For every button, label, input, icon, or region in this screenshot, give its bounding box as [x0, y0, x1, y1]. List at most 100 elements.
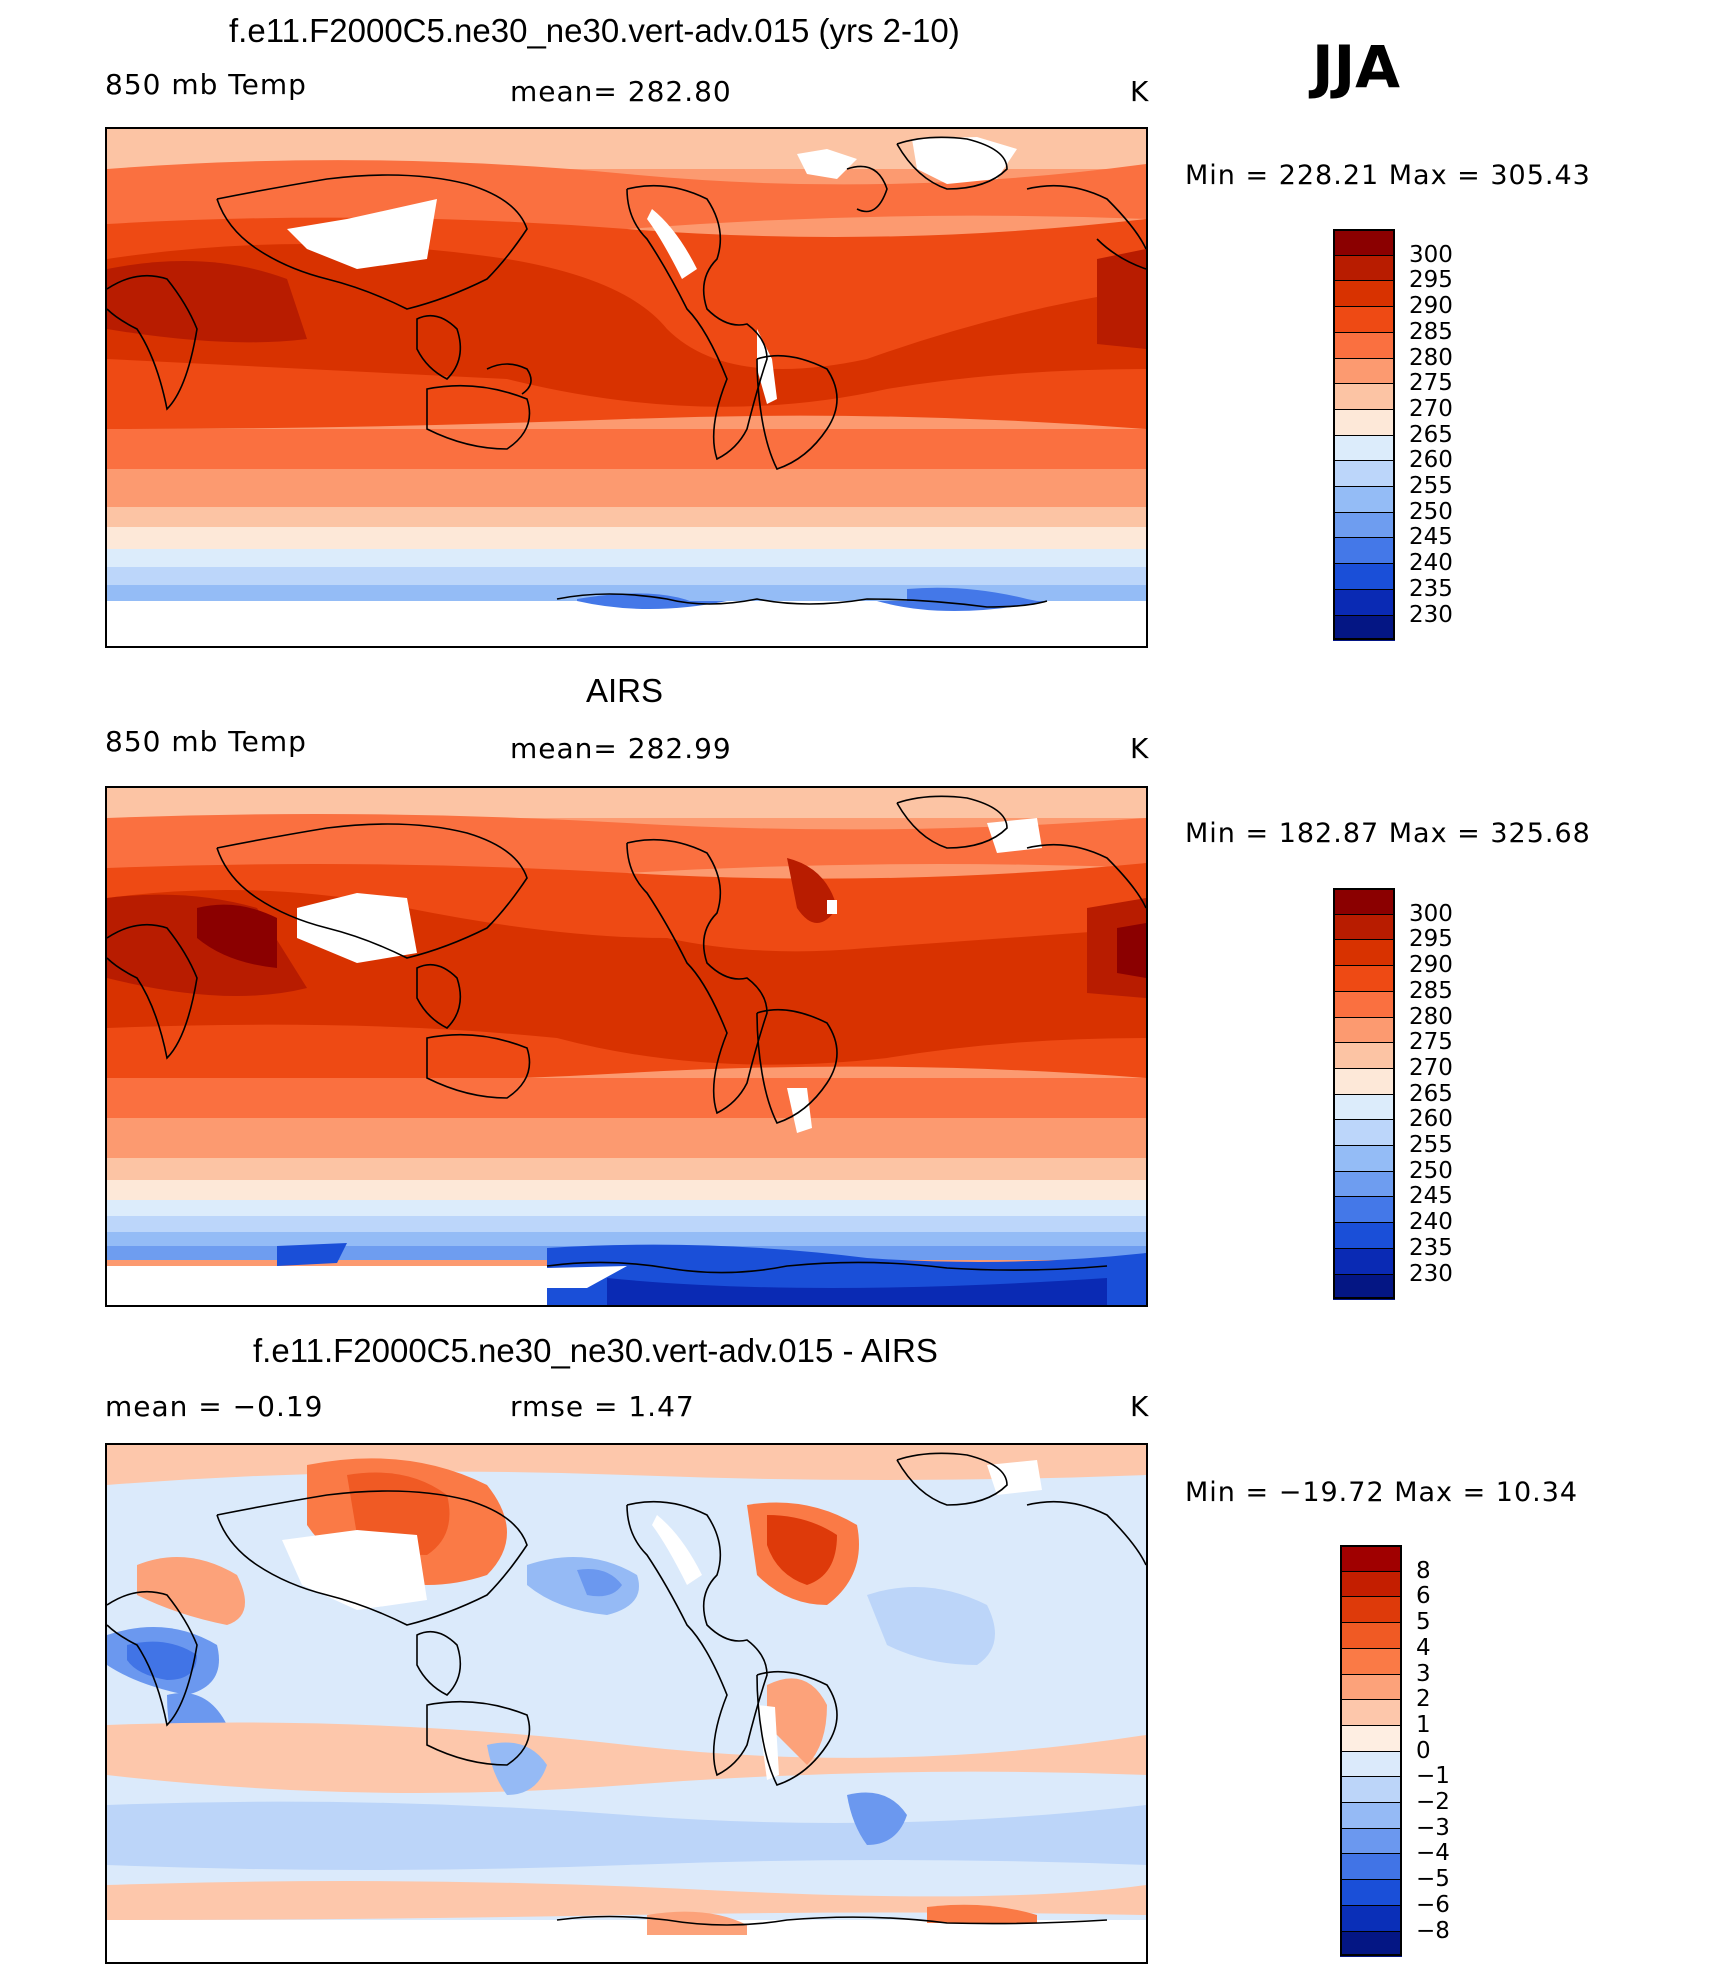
- colorbar-swatch: [1333, 1016, 1395, 1043]
- colorbar-swatch: [1333, 913, 1395, 940]
- panel2-map: [105, 786, 1148, 1307]
- colorbar-tick-label: 280: [1409, 344, 1453, 371]
- colorbar-swatch: [1333, 1145, 1395, 1172]
- colorbar-frame: [1333, 888, 1395, 1300]
- panel3-minmax: Min = −19.72 Max = 10.34: [1185, 1477, 1579, 1508]
- colorbar-frame: [1333, 229, 1395, 641]
- colorbar-tick-label: 235: [1409, 1234, 1453, 1261]
- colorbar-tick-label: 300: [1409, 241, 1453, 268]
- panel1-minmax: Min = 228.21 Max = 305.43: [1185, 160, 1591, 191]
- colorbar-swatch: [1333, 563, 1395, 590]
- colorbar-tick-label: 265: [1409, 1080, 1453, 1107]
- colorbar-tick-label: 260: [1409, 447, 1453, 474]
- colorbar-swatch: [1333, 1093, 1395, 1120]
- colorbar-swatch: [1333, 434, 1395, 461]
- panel1-variable-label: 850 mb Temp: [105, 68, 307, 101]
- colorbar-swatch: [1340, 1673, 1402, 1700]
- colorbar-swatch: [1333, 1273, 1395, 1300]
- colorbar-tick-label: −1: [1416, 1763, 1450, 1790]
- colorbar-tick-label: 270: [1409, 1054, 1453, 1081]
- colorbar-tick-label: −2: [1416, 1789, 1450, 1815]
- colorbar-swatch: [1333, 939, 1395, 966]
- colorbar-swatch: [1333, 383, 1395, 410]
- panel3-mean-label: mean = −0.19: [105, 1390, 324, 1423]
- colorbar-swatch: [1333, 331, 1395, 359]
- panel1-units-label: K: [1130, 75, 1150, 108]
- colorbar-swatch: [1333, 537, 1395, 564]
- colorbar-swatch: [1333, 1170, 1395, 1197]
- colorbar-tick-label: 300: [1409, 900, 1453, 927]
- colorbar-tick-label: 295: [1409, 926, 1453, 953]
- colorbar-tick-label: −5: [1416, 1866, 1450, 1893]
- colorbar-swatch: [1333, 990, 1395, 1018]
- panel2-title: AIRS: [586, 672, 664, 709]
- colorbar-tick-label: 230: [1409, 601, 1453, 628]
- colorbar-swatch: [1333, 460, 1395, 487]
- season-label: JJA: [1312, 33, 1401, 101]
- colorbar-swatch: [1340, 1545, 1402, 1572]
- colorbar-swatch: [1333, 1196, 1395, 1223]
- colorbar-swatch: [1333, 888, 1395, 915]
- panel1-map: [105, 127, 1148, 648]
- colorbar-swatch: [1333, 357, 1395, 384]
- colorbar-tick-label: 8: [1416, 1557, 1431, 1584]
- colorbar-tick-label: 290: [1409, 952, 1453, 979]
- colorbar-swatch: [1340, 1622, 1402, 1649]
- colorbar-swatch: [1340, 1647, 1402, 1675]
- colorbar-tick-label: 285: [1409, 318, 1453, 345]
- colorbar-tick-label: 260: [1409, 1106, 1453, 1133]
- colorbar-swatch: [1340, 1750, 1402, 1777]
- colorbar-tick-label: −4: [1416, 1840, 1450, 1867]
- panel3-units-label: K: [1130, 1390, 1150, 1423]
- colorbar-tick-label: 295: [1409, 267, 1453, 294]
- colorbar-frame: [1340, 1545, 1402, 1957]
- colorbar-tick-label: −6: [1416, 1891, 1450, 1918]
- colorbar-tick-label: 255: [1409, 1132, 1453, 1158]
- colorbar-swatch: [1340, 1827, 1402, 1854]
- panel1-mean-label: mean= 282.80: [510, 75, 732, 108]
- panel1-title: f.e11.F2000C5.ne30_ne30.vert-adv.015 (yr…: [229, 12, 960, 49]
- colorbar-tick-label: 2: [1416, 1686, 1431, 1713]
- colorbar-tick-label: 285: [1409, 977, 1453, 1004]
- panel3-rmse-label: rmse = 1.47: [510, 1390, 695, 1423]
- colorbar-tick-label: 290: [1409, 293, 1453, 320]
- colorbar-swatch: [1340, 1776, 1402, 1803]
- colorbar-swatch: [1340, 1879, 1402, 1906]
- colorbar-swatch: [1333, 614, 1395, 641]
- panel2-variable-label: 850 mb Temp: [105, 725, 307, 758]
- colorbar-swatch: [1333, 588, 1395, 616]
- colorbar-tick-label: 275: [1409, 370, 1453, 397]
- colorbar-tick-label: 280: [1409, 1003, 1453, 1030]
- colorbar-swatch: [1333, 1247, 1395, 1275]
- colorbar-swatch: [1333, 965, 1395, 992]
- colorbar-swatch: [1340, 1570, 1402, 1597]
- colorbar-swatch: [1340, 1596, 1402, 1623]
- panel2-minmax: Min = 182.87 Max = 325.68: [1185, 818, 1591, 849]
- colorbar-tick-label: 265: [1409, 421, 1453, 448]
- colorbar-swatch: [1333, 1067, 1395, 1095]
- colorbar-swatch: [1340, 1853, 1402, 1880]
- colorbar-tick-label: 6: [1416, 1583, 1431, 1610]
- colorbar-tick-label: 255: [1409, 473, 1453, 499]
- colorbar-swatch: [1340, 1724, 1402, 1752]
- colorbar-tick-label: 240: [1409, 550, 1453, 577]
- colorbar-tick-label: 1: [1416, 1711, 1431, 1738]
- colorbar-swatch: [1340, 1904, 1402, 1932]
- colorbar-tick-label: 5: [1416, 1609, 1431, 1636]
- colorbar-tick-label: −8: [1416, 1917, 1450, 1944]
- colorbar-tick-label: 250: [1409, 498, 1453, 525]
- colorbar-swatch: [1333, 1222, 1395, 1249]
- panel3-title: f.e11.F2000C5.ne30_ne30.vert-adv.015 - A…: [253, 1332, 938, 1369]
- colorbar-tick-label: 235: [1409, 575, 1453, 602]
- colorbar-tick-label: 245: [1409, 524, 1453, 551]
- colorbar-swatch: [1340, 1802, 1402, 1829]
- colorbar-swatch: [1333, 1119, 1395, 1146]
- colorbar-tick-label: 0: [1416, 1737, 1431, 1764]
- colorbar-swatch: [1340, 1930, 1402, 1957]
- colorbar-swatch: [1333, 229, 1395, 256]
- colorbar-tick-label: 270: [1409, 395, 1453, 422]
- colorbar-swatch: [1333, 408, 1395, 436]
- colorbar-swatch: [1333, 254, 1395, 281]
- panel2-units-label: K: [1130, 732, 1150, 765]
- colorbar-swatch: [1333, 511, 1395, 538]
